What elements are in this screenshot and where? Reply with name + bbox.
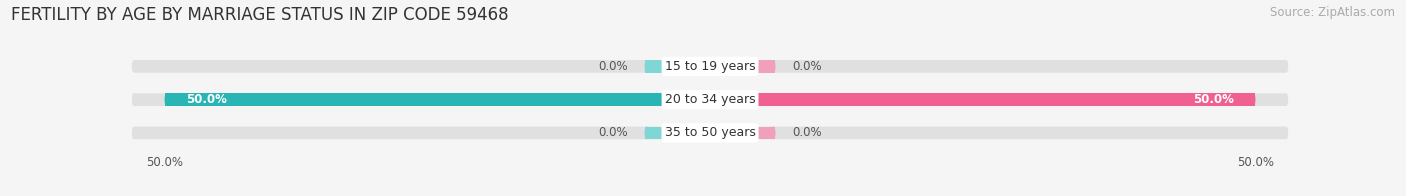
Bar [644, 60, 710, 73]
Text: 0.0%: 0.0% [792, 60, 821, 73]
FancyBboxPatch shape [644, 127, 648, 139]
Text: 0.0%: 0.0% [792, 126, 821, 139]
Text: 20 to 34 years: 20 to 34 years [665, 93, 755, 106]
FancyBboxPatch shape [132, 127, 1288, 139]
FancyBboxPatch shape [165, 93, 169, 106]
FancyBboxPatch shape [1251, 93, 1256, 106]
Text: Source: ZipAtlas.com: Source: ZipAtlas.com [1270, 6, 1395, 19]
Legend: Married, Unmarried: Married, Unmarried [628, 192, 792, 196]
Bar [165, 93, 710, 106]
Text: 0.0%: 0.0% [599, 126, 628, 139]
FancyBboxPatch shape [132, 93, 1288, 106]
Text: 50.0%: 50.0% [187, 93, 228, 106]
Bar [710, 127, 776, 139]
Text: 15 to 19 years: 15 to 19 years [665, 60, 755, 73]
FancyBboxPatch shape [644, 60, 648, 73]
Text: 0.0%: 0.0% [599, 60, 628, 73]
Bar [644, 127, 710, 139]
FancyBboxPatch shape [772, 60, 776, 73]
FancyBboxPatch shape [772, 127, 776, 139]
Text: 35 to 50 years: 35 to 50 years [665, 126, 755, 139]
Text: 50.0%: 50.0% [1192, 93, 1233, 106]
Bar [710, 60, 776, 73]
FancyBboxPatch shape [132, 60, 1288, 73]
Text: FERTILITY BY AGE BY MARRIAGE STATUS IN ZIP CODE 59468: FERTILITY BY AGE BY MARRIAGE STATUS IN Z… [11, 6, 509, 24]
Bar [710, 93, 1256, 106]
